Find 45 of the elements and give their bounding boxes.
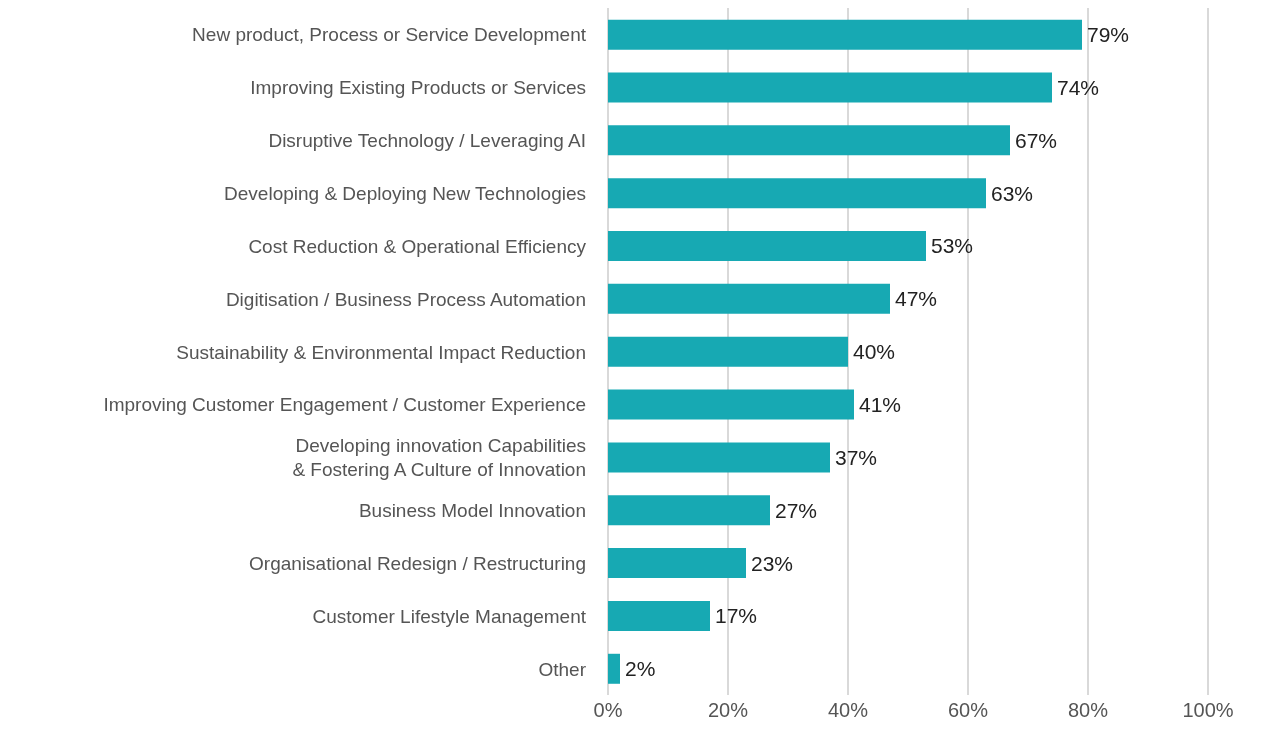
data-label: 41% — [859, 393, 902, 416]
y-tick-label: Disruptive Technology / Leveraging AI — [268, 129, 586, 151]
y-tick-label: New product, Process or Service Development — [192, 23, 587, 45]
bar — [608, 600, 710, 631]
data-label: 17% — [715, 604, 758, 628]
y-tick-label: Other — [538, 658, 587, 680]
bar — [608, 125, 1010, 156]
bar — [608, 72, 1052, 103]
y-tick-label: Digitisation / Business Process Automation — [225, 288, 586, 310]
data-label: 37% — [835, 445, 878, 469]
x-tick-label: 80% — [1067, 699, 1109, 722]
y-tick-label: Business Model Innovation — [358, 499, 586, 521]
data-label: 79% — [1087, 23, 1130, 47]
y-tick-label: Customer Lifestyle Management — [312, 605, 587, 627]
data-label: 2% — [625, 657, 656, 681]
data-label: 23% — [751, 551, 794, 575]
data-label: 27% — [775, 498, 818, 522]
y-tick-label: Sustainability & Environmental Impact Reduction — [176, 341, 586, 362]
y-tick-label: Improving Existing Products or Services — [250, 76, 586, 98]
bar — [608, 231, 926, 262]
x-tick-label: 0% — [593, 699, 623, 722]
bar — [608, 178, 986, 209]
x-tick-label: 100% — [1182, 699, 1234, 722]
data-label: 63% — [991, 181, 1034, 205]
bar — [608, 442, 830, 473]
data-label: 40% — [853, 340, 896, 364]
y-tick-label: Improving Customer Engagement / Customer Experience — [103, 393, 586, 415]
x-tick-label: 20% — [707, 699, 749, 722]
bar — [608, 653, 620, 684]
y-tick-label: Organisational Redesign / Restructuring — [249, 552, 586, 574]
x-tick-label: 60% — [947, 699, 989, 722]
data-label: 53% — [931, 234, 974, 258]
bar — [608, 389, 854, 420]
bar — [608, 336, 848, 367]
bar — [608, 495, 770, 526]
bar — [608, 548, 746, 579]
x-tick-label: 40% — [827, 699, 869, 722]
y-tick-label: Cost Reduction & Operational Efficiency — [248, 235, 587, 257]
data-label: 47% — [895, 287, 938, 311]
data-label: 74% — [1057, 75, 1100, 99]
data-label: 67% — [1015, 128, 1058, 152]
bar — [608, 19, 1082, 50]
bar — [608, 283, 890, 314]
y-tick-label: Developing & Deploying New Technologies — [224, 182, 586, 204]
y-tick-label: Developing innovation Capabilities & Fostering A Culture of Innovation — [292, 434, 586, 480]
